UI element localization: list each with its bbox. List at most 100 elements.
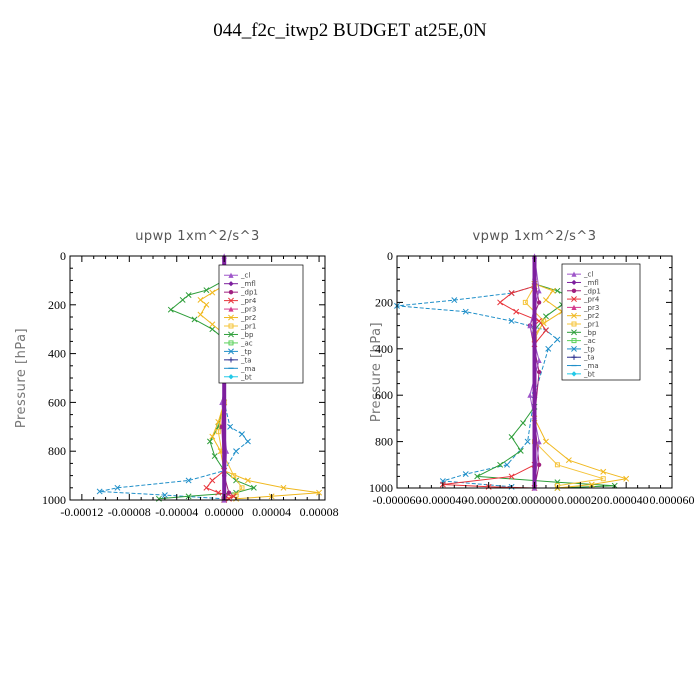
legend-marker-bt	[228, 374, 234, 380]
data-point-bp	[167, 306, 174, 313]
data-point-tp	[96, 488, 103, 495]
plot-title: upwp 1xm^2/s^3	[135, 229, 260, 244]
legend-marker-dp1	[571, 288, 577, 293]
data-point-dp1	[536, 300, 542, 305]
x-tick-label: 0.000040	[604, 493, 649, 507]
y-tick-label: 800	[48, 444, 66, 458]
data-point-tp	[239, 431, 245, 438]
data-point-pr1	[231, 473, 237, 479]
x-tick-label: 0.000060	[650, 493, 695, 507]
data-point-pr1	[522, 299, 528, 305]
legend-label-ac: _ac	[583, 337, 596, 345]
data-point-pr1	[239, 485, 245, 491]
data-point-pr4	[230, 493, 237, 500]
data-point-tp	[462, 308, 469, 315]
data-point-cl	[536, 439, 542, 445]
data-point-pr1	[541, 318, 547, 324]
legend-marker-pr4	[228, 297, 234, 304]
data-point-pr4	[209, 477, 216, 484]
y-tick-label: 0	[387, 249, 393, 263]
legend-label-pr1: _pr1	[583, 321, 599, 329]
legend-label-bp: _bp	[583, 329, 597, 337]
data-point-bp	[206, 438, 213, 445]
data-point-tp	[185, 477, 192, 484]
x-tick-label: -0.00004	[155, 505, 198, 519]
data-point-bp	[191, 316, 198, 323]
legend-marker-ac	[571, 338, 577, 344]
data-point-tp	[233, 448, 240, 455]
legend-label-pr3: _pr3	[240, 306, 256, 314]
x-tick-label: -0.000060	[373, 493, 422, 507]
data-point-pr2	[280, 484, 287, 491]
data-point-tp	[524, 438, 531, 445]
legend-label-pr4: _pr4	[240, 297, 257, 305]
data-point-pr4	[513, 308, 520, 315]
legend-marker-mfl	[571, 279, 577, 286]
data-point-tp	[545, 345, 552, 352]
data-point-bp	[179, 296, 186, 303]
series-line-pr4	[442, 285, 547, 489]
legend-marker-pr3	[228, 306, 234, 312]
y-tick-label: 800	[375, 435, 393, 449]
data-point-tp	[462, 471, 469, 478]
data-point-bp	[209, 326, 216, 333]
legend-label-tp: _tp	[583, 345, 595, 353]
data-point-bp	[211, 453, 218, 460]
x-tick-label: 0.000020	[558, 493, 603, 507]
data-point-dp1	[226, 490, 232, 495]
legend-marker-ta	[228, 357, 234, 363]
panel-upwp: upwp 1xm^2/s^3 Pressure [hPa] -0.00012 -0.0…	[14, 229, 339, 519]
x-tick-label: -0.00008	[108, 505, 151, 519]
data-point-pr4	[508, 473, 515, 480]
data-point-pr4	[203, 484, 210, 491]
legend-marker-pr4	[571, 296, 577, 303]
data-point-pr1	[215, 429, 221, 435]
legend-marker-tp	[228, 348, 234, 355]
legend-label-mfl: _mfl	[583, 279, 599, 287]
data-point-bp	[155, 495, 162, 502]
x-tick-label: 0.00008	[300, 505, 339, 519]
y-tick-label: 600	[48, 395, 66, 409]
data-point-bp	[185, 493, 192, 500]
x-tick-label: 0.00004	[252, 505, 291, 519]
legend-label-mfl: _mfl	[240, 280, 256, 288]
legend-label-ma: _ma	[583, 362, 599, 370]
data-point-cl	[527, 323, 533, 329]
data-point-bp	[543, 313, 549, 320]
legend-label-pr3: _pr3	[583, 304, 599, 312]
legend-marker-bt	[571, 371, 577, 377]
legend-label-ma: _ma	[240, 365, 256, 373]
legend-marker-ac	[228, 340, 234, 346]
y-tick-label: 0	[60, 249, 66, 263]
plot-title: vpwp 1xm^2/s^3	[472, 229, 596, 244]
legend-label-cl: _cl	[583, 271, 593, 279]
legend-label-pr2: _pr2	[583, 312, 599, 320]
legend-marker-tp	[571, 345, 577, 352]
legend-label-ac: _ac	[240, 339, 253, 347]
data-point-pr1	[600, 476, 606, 482]
x-tick-label: -0.00012	[60, 505, 103, 519]
x-tick-label: -0.000020	[464, 493, 513, 507]
data-point-pr2	[549, 287, 556, 294]
data-point-pr2	[543, 438, 549, 445]
legend-marker-bp	[571, 329, 577, 336]
legend-marker-cl	[571, 271, 577, 277]
data-point-bp	[250, 484, 257, 491]
data-point-bp	[497, 461, 504, 468]
legend-label-tp: _tp	[240, 348, 252, 356]
legend-marker-pr2	[571, 312, 577, 319]
data-point-tp	[244, 438, 251, 445]
data-point-pr2	[316, 489, 323, 496]
x-tick-label: -0.000040	[418, 493, 467, 507]
y-tick-label: 400	[375, 342, 393, 356]
data-point-pr2	[197, 311, 204, 318]
data-point-bp	[508, 434, 515, 440]
y-axis-label: Pressure [hPa]	[369, 322, 384, 422]
data-point-pr4	[543, 327, 549, 334]
data-point-dp1	[536, 369, 542, 375]
data-point-pr4	[508, 290, 515, 297]
data-point-tp	[504, 461, 510, 468]
data-point-pr2	[588, 481, 595, 488]
data-point-pr4	[497, 299, 504, 306]
